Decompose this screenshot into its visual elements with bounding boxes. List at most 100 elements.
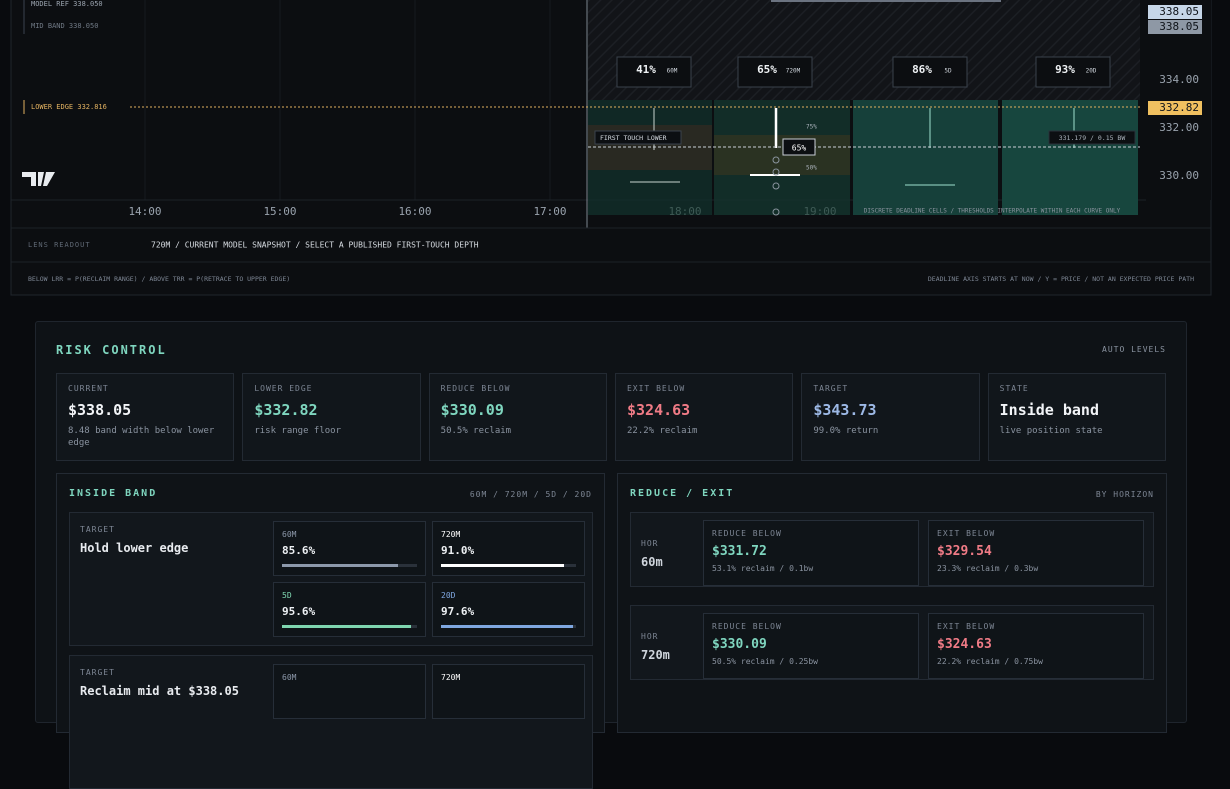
horizon-tile: 720M — [432, 664, 585, 719]
price-label: 332.00 — [1159, 121, 1199, 134]
level-lo: 50% — [806, 165, 817, 172]
top-marker — [771, 0, 1001, 2]
exit-value: $329.54 — [937, 544, 992, 559]
time-label: 15:00 — [263, 205, 296, 218]
target-block: TARGET Reclaim mid at $338.05 60M 720M — [69, 655, 593, 789]
metric-card: TARGET $343.73 99.0% return — [801, 373, 980, 461]
cell-pct: 41% — [636, 63, 656, 76]
cell-horizon: 20D — [1086, 68, 1097, 75]
card-value: $332.82 — [254, 401, 318, 419]
tile-horizon: 60M — [282, 530, 297, 539]
level-hi: 75% — [806, 124, 817, 131]
progress-bar — [441, 625, 573, 628]
exit-box: EXIT BELOW $329.54 23.3% reclaim / 0.3bw — [928, 520, 1144, 586]
card-sub: 50.5% reclaim — [440, 426, 512, 436]
cell-pct: 93% — [1055, 63, 1075, 76]
cell-box — [892, 56, 968, 88]
tile-horizon: 20D — [441, 591, 456, 600]
progress-track — [282, 564, 417, 567]
reduce-value: $330.09 — [712, 637, 767, 652]
progress-track — [282, 625, 417, 628]
exit-sub: 23.3% reclaim / 0.3bw — [937, 564, 1039, 573]
card-label: REDUCE BELOW — [440, 384, 511, 393]
card-value: $324.63 — [626, 401, 691, 419]
metric-card: EXIT BELOW $324.63 22.2% reclaim — [614, 373, 794, 461]
exit-label: EXIT BELOW — [937, 622, 996, 631]
progress-bar — [282, 625, 412, 628]
reduce-exit: REDUCE / EXIT BY HORIZON HOR 60m REDUCE BE… — [617, 473, 1167, 733]
target-name: Reclaim mid at $338.05 — [80, 684, 239, 698]
cell-box — [737, 56, 813, 88]
card-sub: risk range floor — [254, 426, 342, 436]
risk-mode: AUTO LEVELS — [1102, 345, 1166, 354]
price-badge — [1148, 5, 1202, 19]
progress-bar — [441, 564, 564, 567]
card-sub: 99.0% return — [813, 426, 879, 436]
cell-pct: 65% — [757, 63, 777, 76]
hor-label: HOR — [641, 539, 659, 548]
tile-horizon: 720M — [441, 673, 461, 682]
card-value: $338.05 — [68, 401, 132, 419]
probe: 331.179 / 0.15 BW — [1059, 134, 1126, 142]
horizon-tile: 20D 97.6% — [432, 582, 585, 637]
tile-value: 91.0% — [441, 544, 475, 557]
hor-value: 60m — [641, 555, 663, 569]
tile-value: 95.6% — [282, 605, 316, 618]
reduce-sub: 53.1% reclaim / 0.1bw — [712, 564, 814, 573]
card-value: Inside band — [999, 401, 1099, 419]
cells-note: DISCRETE DEADLINE CELLS / THRESHOLDS INT… — [864, 208, 1121, 215]
tv-logo — [22, 172, 55, 186]
reduce-box: REDUCE BELOW $330.09 50.5% reclaim / 0.25b… — [703, 613, 919, 679]
time-label: 14:00 — [128, 205, 161, 218]
horizon-tile: 5D 95.6% — [273, 582, 426, 637]
horizon-tile: 60M 85.6% — [273, 521, 426, 576]
time-label: 17:00 — [533, 205, 566, 218]
target-label: TARGET — [80, 668, 115, 677]
reduce-label: REDUCE BELOW — [712, 529, 782, 538]
card-value: $330.09 — [440, 401, 504, 419]
price-badge — [1148, 20, 1202, 34]
card-label: TARGET — [813, 384, 849, 393]
risk-control: RISK CONTROL AUTO LEVELS CURRENT $338.05 8… — [35, 321, 1187, 789]
chart-panel: MODEL REF 338.050 MID BAND 338.050 LOWER… — [10, 0, 1212, 296]
progress-track — [441, 564, 576, 567]
target-name: Hold lower edge — [80, 541, 189, 555]
time-label: 19:00 — [803, 205, 836, 218]
reduce-box: REDUCE BELOW $331.72 53.1% reclaim / 0.1bw — [703, 520, 919, 586]
card-sub: 22.2% reclaim — [626, 426, 698, 436]
card-label: LOWER EDGE — [254, 384, 313, 393]
lens-badge — [782, 138, 816, 156]
price-label: 338.05 — [1159, 5, 1199, 18]
card-value: $343.73 — [813, 401, 877, 419]
price-label: 338.05 — [1159, 20, 1199, 33]
time-label: 16:00 — [398, 205, 431, 218]
page: MODEL REF 338.050 MID BAND 338.050 LOWER… — [10, 0, 1212, 789]
deadline-cells — [588, 100, 1138, 216]
price-label: 332.82 — [1159, 101, 1199, 114]
progress-track — [441, 625, 576, 628]
probe-badge — [1048, 130, 1136, 145]
hor-label: HOR — [641, 632, 659, 641]
horizon-row: HOR 720m REDUCE BELOW $330.09 50.5% reclaim … — [630, 605, 1154, 680]
tile-value: 97.6% — [441, 605, 475, 618]
card-sub: 8.48 band width below lower edge — [68, 426, 215, 448]
cell-box — [616, 56, 692, 88]
cell-horizon: 60M — [667, 68, 678, 75]
touch-badge — [594, 130, 682, 145]
hor-value: 720m — [641, 648, 670, 662]
reduce-label: REDUCE BELOW — [712, 622, 782, 631]
reduce-title: REDUCE / EXIT — [630, 488, 735, 499]
metric-card: LOWER EDGE $332.82 risk range floor — [242, 373, 421, 461]
exit-box: EXIT BELOW $324.63 22.2% reclaim / 0.75bw — [928, 613, 1144, 679]
first-touch: FIRST TOUCH LOWER — [600, 134, 667, 142]
price-label: 334.00 — [1159, 73, 1199, 86]
risk-title: RISK CONTROL — [56, 343, 167, 357]
card-label: STATE — [999, 384, 1029, 393]
exit-label: EXIT BELOW — [937, 529, 996, 538]
progress-bar — [282, 564, 398, 567]
inside-title: INSIDE BAND — [69, 488, 158, 499]
horizon-tile: 720M 91.0% — [432, 521, 585, 576]
lens-text: 720M / CURRENT MODEL SNAPSHOT / SELECT A… — [151, 241, 479, 250]
metric-card: CURRENT $338.05 8.48 band width below lowe… — [56, 373, 235, 461]
cell-horizon: 5D — [944, 68, 952, 75]
